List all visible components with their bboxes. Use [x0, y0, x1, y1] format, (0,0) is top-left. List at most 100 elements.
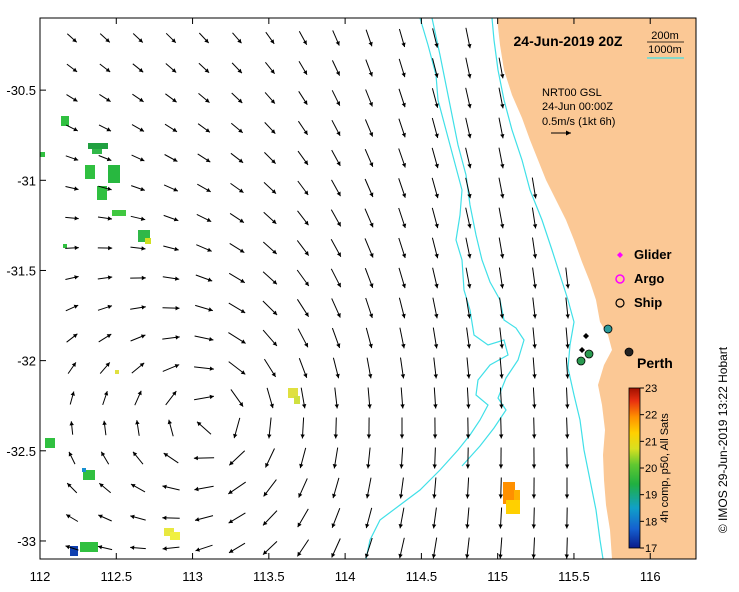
current-arrow: [364, 208, 374, 228]
current-arrow: [498, 207, 505, 229]
current-arrow: [330, 268, 342, 288]
current-arrow: [231, 62, 243, 74]
current-arrow: [300, 417, 305, 439]
current-arrow: [365, 89, 373, 107]
current-arrow: [165, 93, 177, 103]
current-arrow: [498, 237, 505, 259]
current-arrow: [196, 244, 212, 252]
current-arrow: [331, 298, 341, 318]
current-arrow: [100, 451, 110, 465]
current-arrow: [465, 117, 472, 139]
current-arrow: [499, 327, 504, 349]
current-arrow: [229, 242, 245, 254]
current-arrow: [331, 538, 341, 558]
colorbar-tick-label: 22: [645, 410, 657, 422]
bathy-200m-label: 200m: [651, 30, 679, 42]
glider-marker: [583, 333, 589, 339]
current-arrow: [465, 477, 470, 499]
x-tick-label: 114.5: [406, 569, 438, 584]
y-tick-label: -33: [17, 534, 36, 549]
current-arrow: [365, 477, 372, 499]
current-arrow: [132, 63, 144, 73]
current-arrow: [102, 390, 109, 406]
current-arrow: [399, 327, 406, 349]
current-arrow: [264, 122, 276, 134]
current-arrow: [499, 357, 504, 379]
current-arrow: [69, 391, 75, 405]
map-title: 24-Jun-2019 20Z: [514, 33, 623, 49]
current-arrow: [531, 177, 538, 199]
current-arrow: [97, 245, 113, 251]
current-arrow: [197, 123, 211, 133]
current-arrow: [432, 327, 439, 349]
y-tick-label: -30.5: [6, 83, 36, 98]
current-arrow: [130, 545, 146, 550]
sst-patches: [40, 116, 520, 556]
current-arrow: [531, 447, 537, 469]
current-arrow: [565, 327, 570, 349]
current-arrow: [398, 28, 406, 48]
current-arrow: [65, 186, 79, 191]
current-arrow: [65, 155, 79, 161]
current-arrow: [130, 483, 146, 493]
current-arrow: [433, 357, 438, 379]
current-arrow: [499, 417, 504, 439]
current-arrow: [67, 362, 77, 374]
y-tick-label: -31: [17, 173, 36, 188]
current-arrow: [499, 297, 505, 319]
current-arrow: [334, 387, 339, 409]
current-arrow: [465, 447, 471, 469]
current-arrow: [66, 333, 78, 343]
current-arrow: [228, 450, 246, 466]
current-arrow: [432, 297, 439, 319]
current-arrow: [531, 507, 536, 529]
current-arrow: [330, 209, 342, 227]
current-arrow: [297, 150, 309, 166]
current-arrow: [228, 512, 246, 524]
current-arrow: [228, 332, 246, 344]
current-arrow: [364, 238, 374, 258]
product-name: NRT00 GSL: [542, 87, 602, 99]
isobath-200m: [491, 18, 604, 559]
ship-marker: [584, 349, 594, 359]
current-arrow: [330, 239, 342, 257]
current-arrow: [98, 482, 112, 494]
current-arrow: [532, 327, 537, 349]
current-arrow: [431, 117, 439, 139]
current-arrow: [398, 88, 406, 108]
current-arrow: [465, 417, 471, 439]
x-tick-label: 114: [335, 569, 356, 584]
current-arrow: [194, 485, 214, 492]
current-arrow: [332, 447, 339, 469]
current-arrow: [97, 216, 113, 221]
current-arrow: [565, 417, 570, 439]
current-arrow: [398, 58, 406, 78]
current-arrow: [167, 419, 174, 437]
current-arrow: [97, 275, 113, 280]
current-arrow: [162, 546, 180, 551]
current-arrow: [465, 147, 472, 169]
current-arrow: [130, 215, 146, 221]
current-arrow: [398, 148, 406, 168]
current-arrow: [229, 212, 245, 224]
current-arrow: [565, 357, 570, 379]
current-arrow: [532, 237, 538, 259]
current-arrow: [198, 32, 210, 44]
current-arrow: [131, 185, 145, 192]
current-arrow: [564, 447, 570, 469]
current-arrow: [66, 94, 78, 102]
current-arrow: [333, 417, 338, 439]
current-arrow: [195, 304, 213, 312]
y-tick-label: -31.5: [6, 263, 36, 278]
current-arrow: [65, 124, 79, 132]
colorbar-tick-label: 20: [645, 463, 657, 475]
current-arrow: [196, 421, 212, 435]
current-arrow: [498, 147, 505, 169]
x-axis: 112 112.5 113 113.5 114 114.5 115 115.5 116: [30, 18, 661, 584]
colorbar-ticks: 23 22 21 20 19 18 17: [640, 383, 657, 555]
colorbar-tick-label: 17: [645, 543, 657, 555]
current-arrow: [465, 237, 472, 259]
current-arrow: [431, 537, 438, 559]
current-arrow: [164, 154, 178, 162]
current-arrow: [297, 120, 309, 136]
